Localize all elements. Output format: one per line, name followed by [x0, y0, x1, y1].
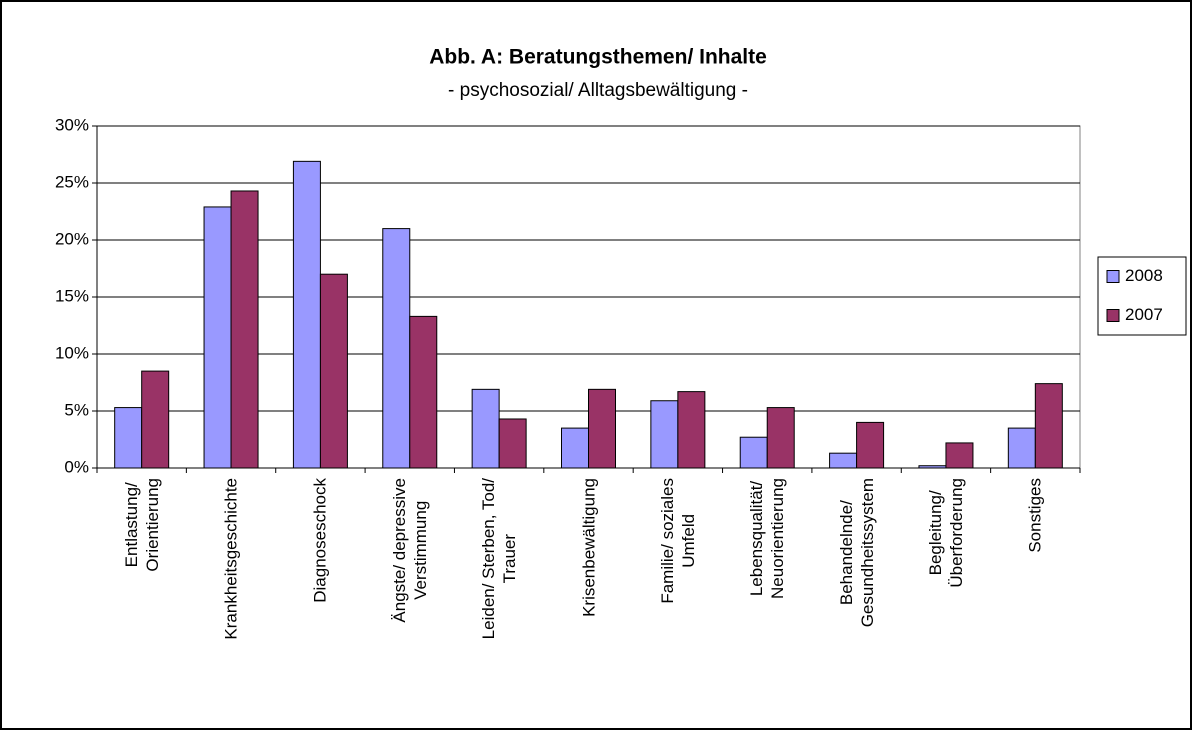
- chart-subtitle: - psychosozial/ Alltagsbewältigung -: [448, 80, 748, 101]
- bar: [409, 315, 438, 469]
- bar: [739, 436, 768, 469]
- y-tick-label: 30%: [55, 115, 89, 134]
- x-tick-label: Begleitung/ Überforderung: [925, 478, 967, 718]
- bar: [141, 370, 170, 469]
- bar: [498, 418, 527, 469]
- bar: [114, 407, 143, 469]
- legend-label: 2007: [1125, 305, 1163, 324]
- x-tick-label-text: Krankheitsgeschichte: [221, 478, 241, 640]
- bar: [1034, 383, 1063, 469]
- legend-swatch: [1106, 309, 1120, 322]
- x-tick-label-text: Entlastung/ Orientierung: [121, 478, 162, 572]
- x-tick-label-text: Diagnoseschock: [310, 478, 330, 603]
- bar: [319, 273, 348, 469]
- legend-label: 2008: [1125, 266, 1163, 285]
- y-tick-label: 20%: [55, 229, 89, 248]
- x-tick-label: Leiden/ Sterben, Tod/ Trauer: [478, 478, 520, 718]
- x-tick-label-text: Lebensqualität/ Neuorientierung: [747, 478, 788, 599]
- x-tick-label-text: Familie/ soziales Umfeld: [657, 478, 698, 604]
- bar: [561, 427, 589, 469]
- x-tick-label-text: Sonstiges: [1025, 478, 1045, 553]
- legend-swatch: [1106, 270, 1120, 283]
- bar: [588, 388, 616, 469]
- x-tick-label-text: Begleitung/ Überforderung: [925, 478, 966, 588]
- bar: [829, 452, 858, 469]
- y-tick-label: 15%: [55, 286, 89, 305]
- bar: [766, 407, 795, 469]
- bar: [650, 400, 679, 469]
- x-tick-label-text: Krisenbewältigung: [579, 478, 598, 617]
- x-tick-label: Behandelnde/ Gesundheitssystem: [836, 478, 878, 718]
- x-tick-label-text: Leiden/ Sterben, Tod/ Trauer: [479, 478, 520, 640]
- x-tick-label-text: Behandelnde/ Gesundheitssystem: [836, 478, 877, 628]
- bar: [292, 160, 321, 469]
- bar: [230, 190, 259, 469]
- x-tick-label: Ängste/ depressive Verstimmung: [389, 478, 431, 718]
- bar: [203, 206, 232, 469]
- bar: [945, 442, 974, 469]
- y-tick-label: 10%: [55, 343, 89, 362]
- y-tick-label: 0%: [64, 457, 89, 476]
- bar: [856, 421, 885, 469]
- x-tick-label: Lebensqualität/ Neuorientierung: [746, 478, 788, 718]
- y-tick-label: 5%: [64, 400, 89, 419]
- x-tick-label: Krisenbewältigung: [578, 478, 599, 718]
- y-tick-label: 25%: [55, 172, 89, 191]
- x-tick-label: Familie/ soziales Umfeld: [657, 478, 699, 718]
- x-tick-label-text: Ängste/ depressive Verstimmung: [389, 478, 430, 623]
- x-tick-label: Krankheitsgeschichte: [221, 478, 242, 718]
- bar: [382, 228, 411, 469]
- bar: [471, 388, 500, 469]
- x-tick-label: Diagnoseschock: [310, 478, 331, 718]
- x-tick-label: Entlastung/ Orientierung: [121, 478, 163, 718]
- chart-title: Abb. A: Beratungsthemen/ Inhalte: [429, 46, 767, 69]
- bar: [1007, 427, 1036, 469]
- x-tick-label: Sonstiges: [1025, 478, 1046, 718]
- bar: [677, 391, 706, 469]
